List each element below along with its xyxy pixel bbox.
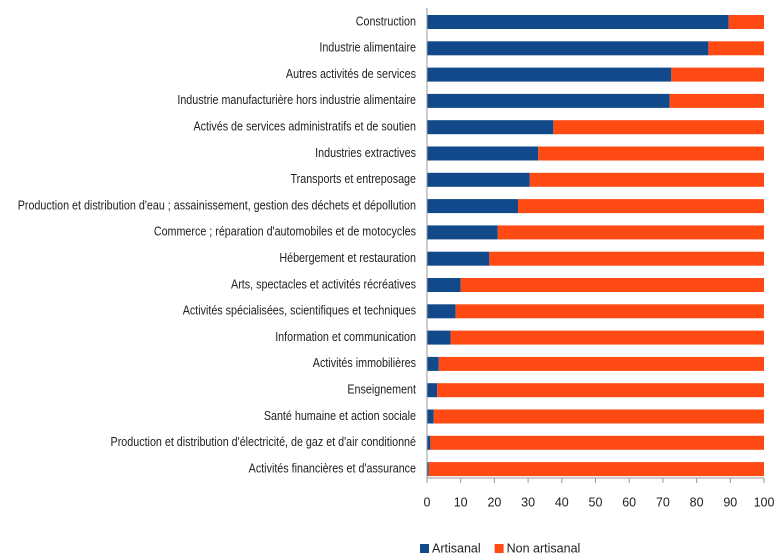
bar-segment xyxy=(427,409,434,424)
bar-segment xyxy=(427,435,431,450)
bar-segment xyxy=(517,199,764,214)
x-tick-label: 10 xyxy=(454,495,468,509)
category-label: Activés de services administratifs et de… xyxy=(193,120,416,134)
bar-segment xyxy=(427,199,518,214)
bar-segment xyxy=(427,462,429,477)
legend-label: Artisanal xyxy=(432,541,481,555)
x-tick-label: 80 xyxy=(690,495,704,509)
bar-segment xyxy=(427,356,439,371)
bar-segment xyxy=(489,251,764,266)
category-label: Information et communication xyxy=(275,330,416,344)
bar-segment xyxy=(427,41,709,56)
category-label: Enseignement xyxy=(347,383,416,397)
bar-segment xyxy=(538,146,764,161)
bar-segment xyxy=(460,278,764,292)
category-label: Commerce ; réparation d'automobiles et d… xyxy=(154,225,416,239)
bar-segment xyxy=(428,462,764,477)
bar-segment xyxy=(430,435,764,450)
bar-segment xyxy=(427,15,729,29)
bar-segment xyxy=(437,383,764,398)
bar-segment xyxy=(427,383,438,398)
category-label: Construction xyxy=(356,15,416,29)
category-label: Production et distribution d'électricité… xyxy=(111,435,416,449)
x-tick-label: 100 xyxy=(754,495,775,509)
category-label: Transports et entreposage xyxy=(290,172,416,186)
x-tick-label: 0 xyxy=(424,495,431,509)
bar-segment xyxy=(427,146,539,161)
bar-segment xyxy=(427,67,672,82)
category-label: Arts, spectacles et activités récréative… xyxy=(231,278,416,292)
category-label: Industrie alimentaire xyxy=(319,41,416,55)
category-label: Santé humaine et action sociale xyxy=(264,409,416,423)
bar-segment xyxy=(438,356,764,371)
x-tick-label: 90 xyxy=(723,495,737,509)
bar-segment xyxy=(427,120,554,135)
bar-segment xyxy=(728,15,764,29)
bar-segment xyxy=(427,278,461,292)
bar-segment xyxy=(450,330,764,345)
bar-segment xyxy=(427,93,670,108)
bar-segment xyxy=(708,41,764,56)
category-label: Production et distribution d'eau ; assai… xyxy=(18,199,416,213)
bar-segment xyxy=(427,172,530,187)
category-label: Activités financières et d'assurance xyxy=(249,462,416,476)
category-label: Activités immobilières xyxy=(313,356,416,370)
x-tick-label: 50 xyxy=(589,495,603,509)
bar-segment xyxy=(427,225,498,240)
bar-segment xyxy=(427,304,456,319)
bar-segment xyxy=(529,172,764,187)
legend-label: Non artisanal xyxy=(507,541,581,555)
bar-segment xyxy=(669,93,764,108)
category-label: Autres activités de services xyxy=(286,67,416,81)
bar-segment xyxy=(427,330,451,345)
category-labels: Construction Industrie alimentaire Autres … xyxy=(18,15,417,476)
legend-swatch xyxy=(494,544,504,553)
bar-segment xyxy=(455,304,764,319)
bar-segment xyxy=(433,409,764,424)
category-label: Industries extractives xyxy=(315,146,416,160)
category-label: Hébergement et restauration xyxy=(279,251,416,265)
bar-segment xyxy=(427,251,490,266)
bar-segment xyxy=(497,225,764,240)
x-tick-label: 40 xyxy=(555,495,569,509)
category-label: Activités spécialisées, scientifiques et… xyxy=(183,304,416,318)
bar-segment xyxy=(553,120,764,135)
legend-swatch xyxy=(420,544,429,553)
x-tick-label: 20 xyxy=(487,495,501,509)
x-tick-label: 70 xyxy=(656,495,670,509)
bar-segment xyxy=(671,67,764,82)
category-label: Industrie manufacturière hors industrie … xyxy=(177,93,416,107)
x-tick-label: 60 xyxy=(622,495,636,509)
x-tick-label: 30 xyxy=(521,495,535,509)
